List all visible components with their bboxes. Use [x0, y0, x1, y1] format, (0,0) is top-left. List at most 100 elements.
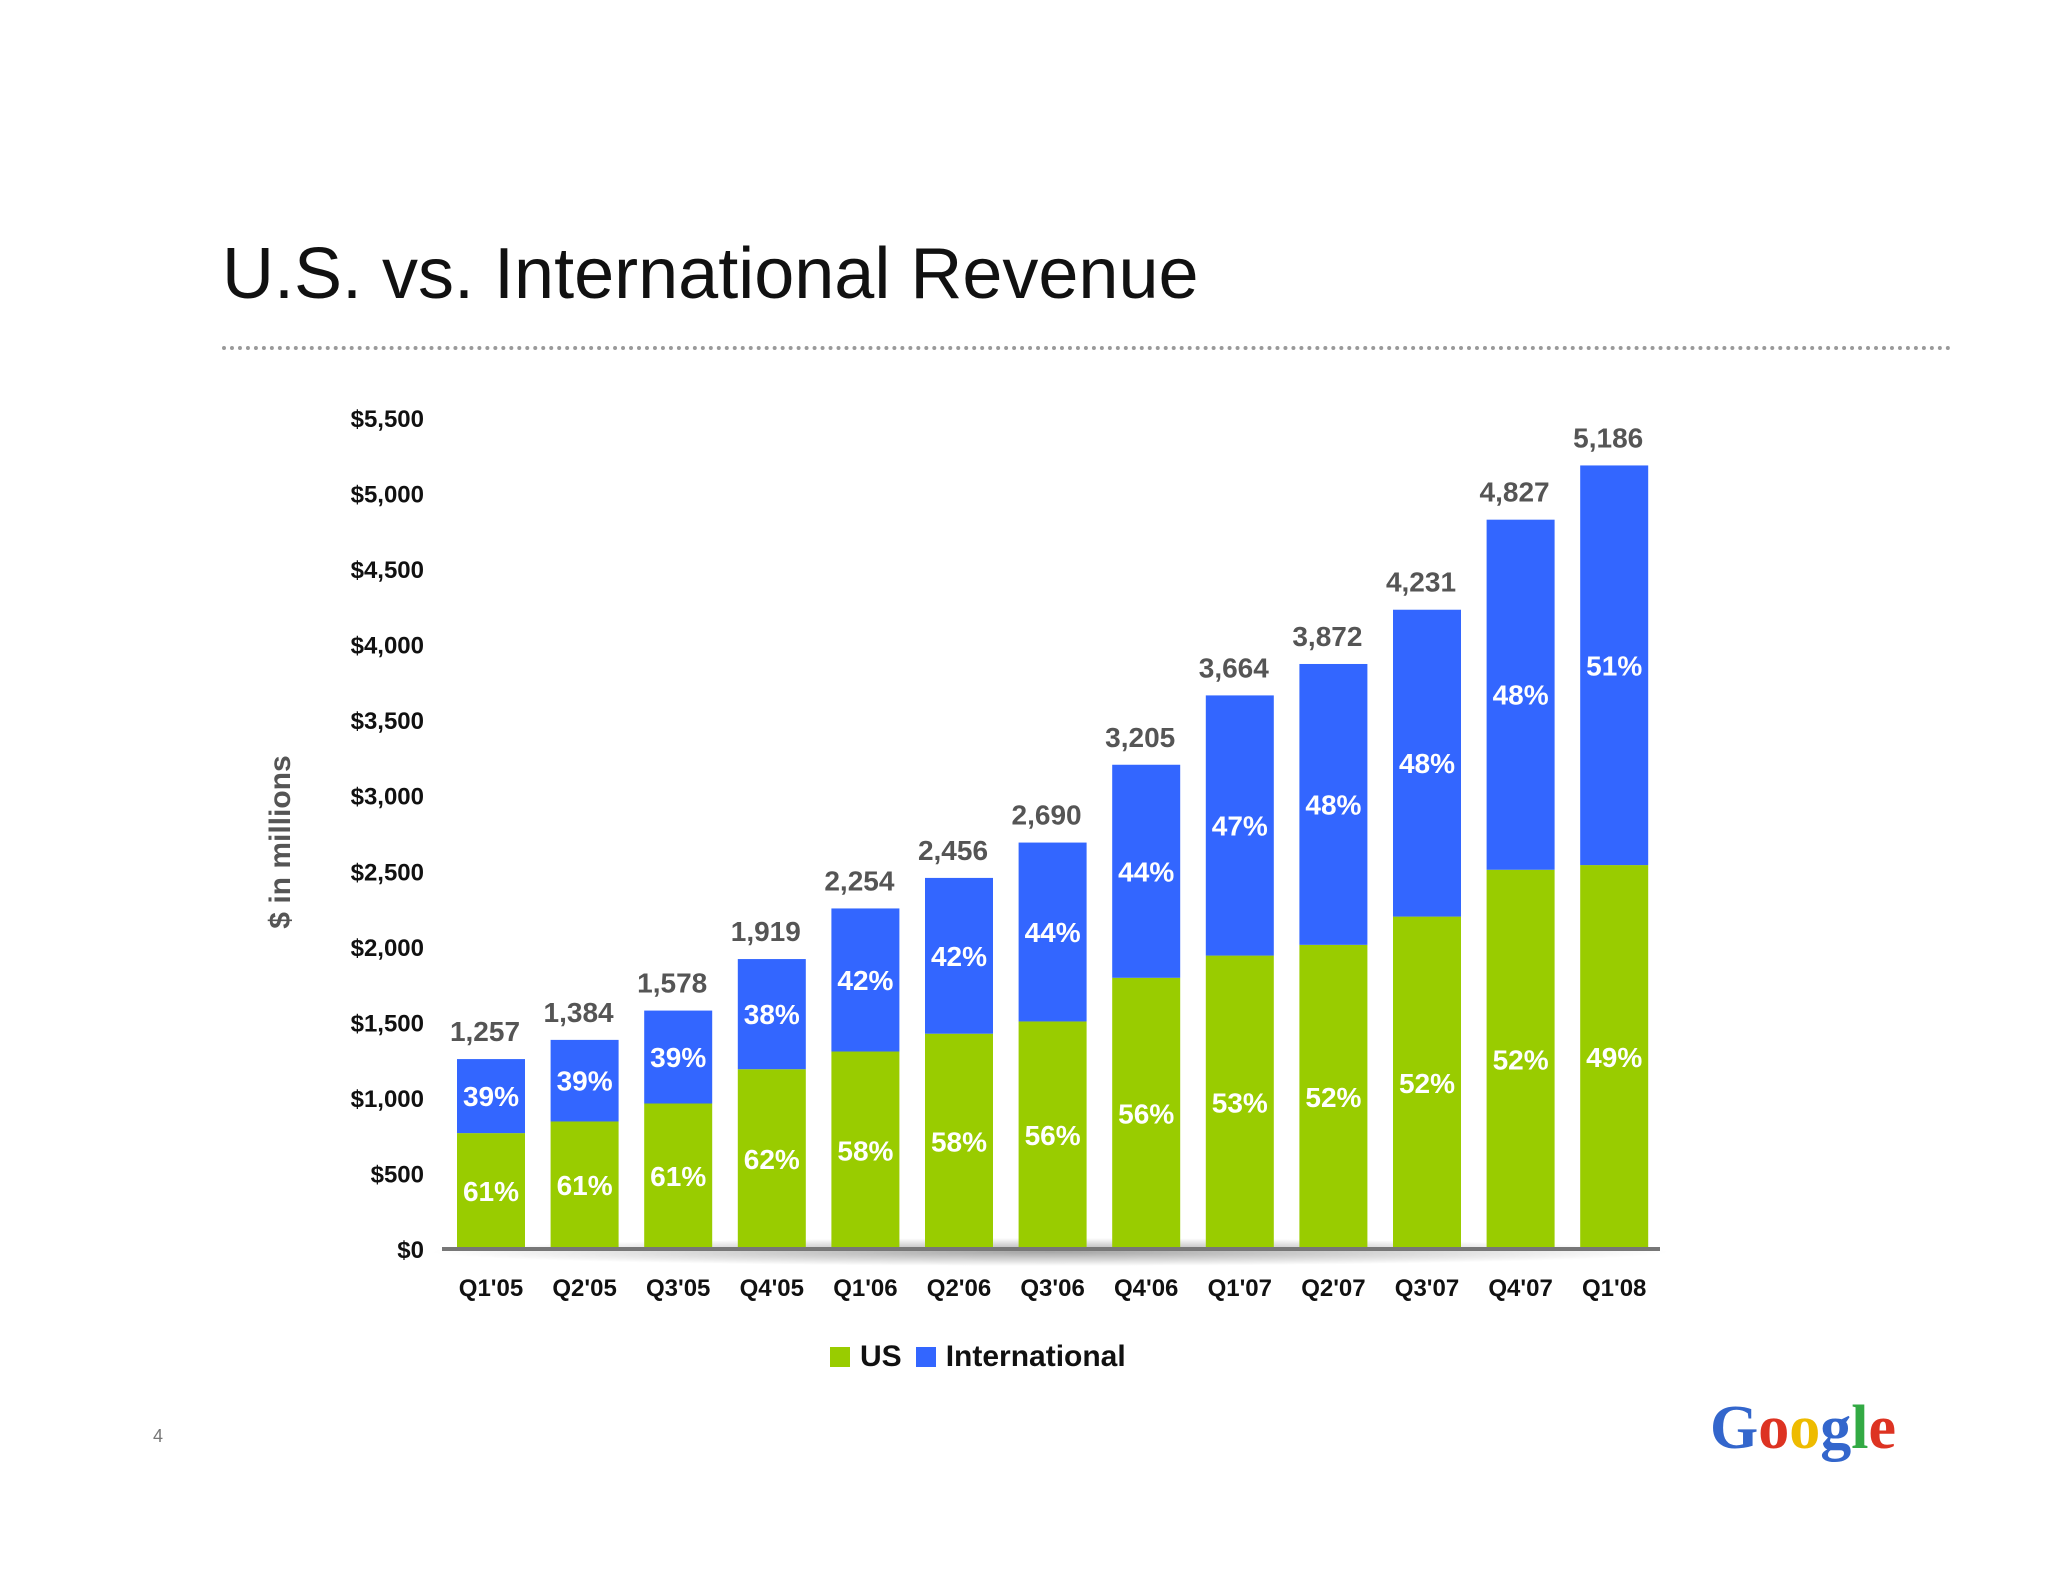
x-tick-label: Q3'07 — [1395, 1275, 1459, 1302]
data-label-us-pct: 58% — [931, 1126, 987, 1157]
x-tick-label: Q2'06 — [927, 1275, 991, 1302]
y-tick-label: $5,000 — [351, 482, 424, 509]
data-label-international-pct: 44% — [1118, 856, 1174, 887]
y-axis-title: $ in millions — [264, 755, 297, 928]
x-tick-label: Q1'05 — [459, 1275, 523, 1302]
data-label-us-pct: 52% — [1305, 1082, 1361, 1113]
google-logo: Google — [1710, 1394, 1896, 1462]
data-label-us-pct: 56% — [1025, 1120, 1081, 1151]
bar-us — [1112, 977, 1181, 1249]
data-label-us-pct: 53% — [1212, 1087, 1268, 1118]
y-tick-label: $500 — [371, 1161, 424, 1188]
data-label-total: 4,827 — [1480, 477, 1550, 508]
data-label-total: 5,186 — [1573, 422, 1643, 453]
data-label-us-pct: 52% — [1399, 1068, 1455, 1099]
data-label-international-pct: 44% — [1025, 917, 1081, 948]
legend-swatch-us — [830, 1347, 850, 1367]
data-label-total: 1,257 — [450, 1016, 520, 1047]
data-label-international-pct: 42% — [931, 941, 987, 972]
bar-us — [1018, 1021, 1087, 1249]
bar-us — [1205, 955, 1274, 1249]
bar-us — [1580, 865, 1649, 1249]
bar-international — [1299, 663, 1368, 945]
bar-us — [644, 1103, 713, 1249]
bar-us — [1486, 869, 1555, 1249]
bar-international — [550, 1039, 619, 1122]
data-label-us-pct: 52% — [1493, 1044, 1549, 1075]
data-label-total: 2,456 — [918, 835, 988, 866]
data-label-us-pct: 58% — [837, 1135, 893, 1166]
data-label-total: 3,664 — [1199, 652, 1269, 683]
data-label-total: 3,872 — [1292, 621, 1362, 652]
bar-international — [1580, 465, 1649, 866]
data-label-international-pct: 42% — [837, 965, 893, 996]
x-tick-label: Q4'06 — [1114, 1275, 1178, 1302]
legend-item-us: US — [830, 1340, 902, 1374]
data-label-total: 1,919 — [731, 916, 801, 947]
x-tick-label: Q2'05 — [552, 1275, 616, 1302]
bar-us — [737, 1069, 806, 1249]
bar-us — [457, 1133, 525, 1249]
bar-international — [737, 959, 806, 1070]
svg-text:Google: Google — [1710, 1394, 1896, 1462]
bar-international — [831, 908, 900, 1052]
x-tick-label: Q1'08 — [1582, 1275, 1646, 1302]
x-tick-label: Q4'05 — [740, 1275, 804, 1302]
data-label-total: 2,254 — [824, 865, 894, 896]
x-tick-label: Q4'07 — [1488, 1275, 1552, 1302]
data-label-total: 1,384 — [544, 997, 614, 1028]
y-tick-label: $3,500 — [351, 708, 424, 735]
y-tick-label: $2,500 — [351, 859, 424, 886]
bar-us — [550, 1121, 619, 1249]
bar-international — [1018, 842, 1087, 1022]
data-label-total: 4,231 — [1386, 567, 1456, 598]
x-tick-label: Q2'07 — [1301, 1275, 1365, 1302]
bar-international — [644, 1010, 713, 1104]
bar-international — [1393, 609, 1461, 917]
data-label-us-pct: 61% — [557, 1170, 613, 1201]
bar-us — [1299, 944, 1368, 1249]
legend-item-international: International — [915, 1340, 1126, 1374]
title-divider — [222, 346, 1952, 350]
y-tick-label: $0 — [397, 1237, 424, 1264]
legend-label-international: International — [945, 1340, 1126, 1373]
bar-us — [925, 1033, 993, 1249]
y-tick-label: $5,500 — [351, 406, 424, 433]
data-label-total: 1,578 — [637, 968, 707, 999]
legend-swatch-international — [915, 1347, 936, 1367]
data-label-international-pct: 48% — [1399, 748, 1455, 779]
page-number: 4 — [153, 1426, 164, 1446]
slide-title: U.S. vs. International Revenue — [222, 234, 1199, 314]
data-label-international-pct: 39% — [463, 1081, 519, 1112]
data-label-international-pct: 39% — [650, 1042, 706, 1073]
x-tick-label: Q3'06 — [1020, 1275, 1084, 1302]
data-label-us-pct: 61% — [463, 1176, 519, 1207]
data-label-international-pct: 48% — [1305, 789, 1361, 820]
bar-international — [1486, 519, 1555, 870]
data-label-total: 3,205 — [1105, 722, 1175, 753]
y-tick-label: $2,000 — [351, 935, 424, 962]
y-tick-label: $1,500 — [351, 1010, 424, 1037]
y-tick-label: $4,000 — [351, 633, 424, 660]
chart-legend: US International — [830, 1340, 1140, 1374]
bar-international — [457, 1059, 525, 1134]
y-tick-label: $3,000 — [351, 784, 424, 811]
data-label-total: 2,690 — [1012, 800, 1082, 831]
data-label-us-pct: 49% — [1586, 1042, 1642, 1073]
data-label-international-pct: 38% — [744, 999, 800, 1030]
y-tick-label: $4,500 — [351, 557, 424, 584]
bar-us — [831, 1051, 900, 1249]
data-label-us-pct: 56% — [1118, 1098, 1174, 1129]
data-label-us-pct: 61% — [650, 1161, 706, 1192]
data-label-international-pct: 47% — [1212, 810, 1268, 841]
data-label-international-pct: 51% — [1586, 650, 1642, 681]
x-tick-label: Q1'07 — [1208, 1275, 1272, 1302]
y-tick-label: $1,000 — [351, 1086, 424, 1113]
bar-us — [1393, 916, 1461, 1249]
legend-label-us: US — [860, 1340, 902, 1373]
data-label-us-pct: 62% — [744, 1144, 800, 1175]
bar-international — [925, 877, 993, 1034]
x-tick-label: Q3'05 — [646, 1275, 710, 1302]
x-tick-label: Q1'06 — [833, 1275, 897, 1302]
